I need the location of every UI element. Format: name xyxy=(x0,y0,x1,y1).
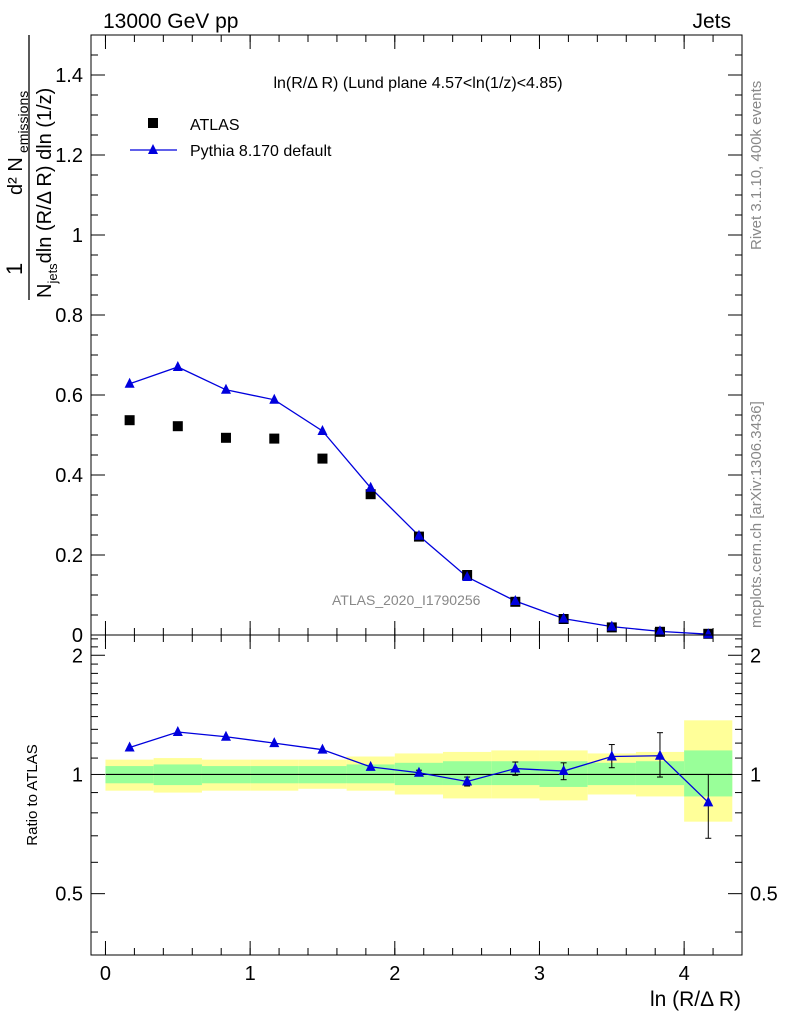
main-y-label: 1 d² N emissions Njetsdln (R/Δ R) dln (1… xyxy=(2,35,60,300)
ratio-mc-point xyxy=(269,737,280,748)
atlas-point xyxy=(172,421,183,432)
ratio-y-axis: 0.5 0.5 1 1 2 2 xyxy=(55,638,778,933)
ratio-panel: 0.5 0.5 1 1 2 2 0 1 2 3 4 Ratio to ATLAS ln (R/Δ … xyxy=(24,634,778,1011)
ratio-mc-point xyxy=(510,762,521,773)
ratio-mc-point xyxy=(413,766,424,777)
ratio-mc-point xyxy=(703,796,714,807)
y-tick-label: 1 xyxy=(72,225,83,247)
mc-point xyxy=(413,529,424,540)
mc-point xyxy=(462,571,473,581)
atlas-point xyxy=(269,433,280,444)
y-label-numerator: d² N xyxy=(5,157,27,195)
main-y-axis: 0 0.2 0.4 0.6 0.8 1 1.2 1.4 xyxy=(55,34,742,647)
ratio-mc-point xyxy=(172,726,183,737)
y-label-numerator-sub: emissions xyxy=(15,91,31,153)
ratio-data-layer xyxy=(124,726,714,839)
mc-point xyxy=(654,625,665,636)
ratio-mc-point xyxy=(558,765,569,776)
ratio-mc-point xyxy=(220,730,231,741)
x-tick-label: 3 xyxy=(534,963,545,985)
mc-point xyxy=(317,425,328,435)
legend-atlas-label: ATLAS xyxy=(190,117,240,134)
y-tick-label: 0.2 xyxy=(55,545,83,567)
mc-point xyxy=(558,612,569,623)
main-panel-frame xyxy=(90,34,743,636)
ratio-y-label: Ratio to ATLAS xyxy=(24,744,41,845)
ratio-y-tick-label: 2 xyxy=(72,645,83,667)
ratio-y-tick-label-right: 2 xyxy=(750,645,761,667)
analysis-id-label: ATLAS_2020_I1790256 xyxy=(332,592,481,608)
mc-point xyxy=(269,393,280,404)
ratio-y-tick-label: 1 xyxy=(72,764,83,786)
legend-mc-label: Pythia 8.170 default xyxy=(190,143,332,160)
y-label-den-n: N xyxy=(34,284,56,298)
mc-point xyxy=(703,628,714,639)
main-data-layer xyxy=(124,361,714,639)
atlas-point xyxy=(365,489,376,500)
x-tick-label: 2 xyxy=(389,963,400,985)
side-rivet-label: Rivet 3.1.10, 400k events xyxy=(748,81,765,250)
y-tick-label: 1.2 xyxy=(55,145,83,167)
y-label-den-sub: jets xyxy=(45,263,60,285)
main-x-ticks xyxy=(104,35,714,635)
side-mcplots-label: mcplots.cern.ch [arXiv:1306.3436] xyxy=(748,401,765,628)
ratio-y-tick-label: 0.5 xyxy=(55,884,83,906)
category-label: Jets xyxy=(692,10,731,33)
mc-point xyxy=(365,481,376,492)
mc-point xyxy=(510,595,521,605)
atlas-point xyxy=(317,453,328,464)
mc-point xyxy=(606,620,617,631)
ratio-mc-point xyxy=(462,775,473,786)
x-tick-label: 0 xyxy=(100,963,111,985)
y-label-one: 1 xyxy=(2,263,27,275)
legend-mc-marker xyxy=(148,144,158,154)
atlas-point xyxy=(220,432,231,443)
ratio-bands xyxy=(105,720,733,822)
mc-point xyxy=(172,361,183,371)
ratio-y-tick-label-right: 1 xyxy=(750,764,761,786)
ratio-y-tick-label-right: 0.5 xyxy=(750,884,778,906)
y-tick-label: 1.4 xyxy=(55,65,83,87)
y-tick-label: 0.8 xyxy=(55,305,83,327)
legend: ATLAS Pythia 8.170 default xyxy=(130,117,332,160)
ratio-mc-point xyxy=(606,750,617,761)
ratio-x-axis: 0 1 2 3 4 xyxy=(100,635,714,985)
ratio-panel-frame xyxy=(90,634,743,956)
atlas-point xyxy=(124,415,135,426)
x-tick-label: 4 xyxy=(679,963,690,985)
mc-point xyxy=(220,383,231,394)
y-tick-label: 0 xyxy=(72,625,83,647)
plot-title: ln(R/Δ R) (Lund plane 4.57<ln(1/z)<4.85) xyxy=(273,75,562,92)
y-label-denominator: Njetsdln (R/Δ R) dln (1/z) xyxy=(34,88,60,298)
ratio-mc-point xyxy=(124,741,135,752)
ratio-mc-point xyxy=(654,749,665,760)
legend-atlas-marker xyxy=(148,118,158,128)
ratio-mc-point xyxy=(317,743,328,754)
y-label-den-rest: dln (R/Δ R) dln (1/z) xyxy=(34,88,56,264)
main-panel: 0 0.2 0.4 0.6 0.8 1 1.2 1.4 ln(R/Δ R) (Lund pla… xyxy=(2,34,743,647)
y-tick-label: 0.4 xyxy=(55,465,83,487)
energy-label: 13000 GeV pp xyxy=(103,10,238,33)
x-tick-label: 1 xyxy=(245,963,256,985)
ratio-mc-point xyxy=(365,760,376,771)
y-tick-label: 0.6 xyxy=(55,385,83,407)
mc-point xyxy=(124,377,135,388)
x-axis-label: ln (R/Δ R) xyxy=(650,988,741,1011)
